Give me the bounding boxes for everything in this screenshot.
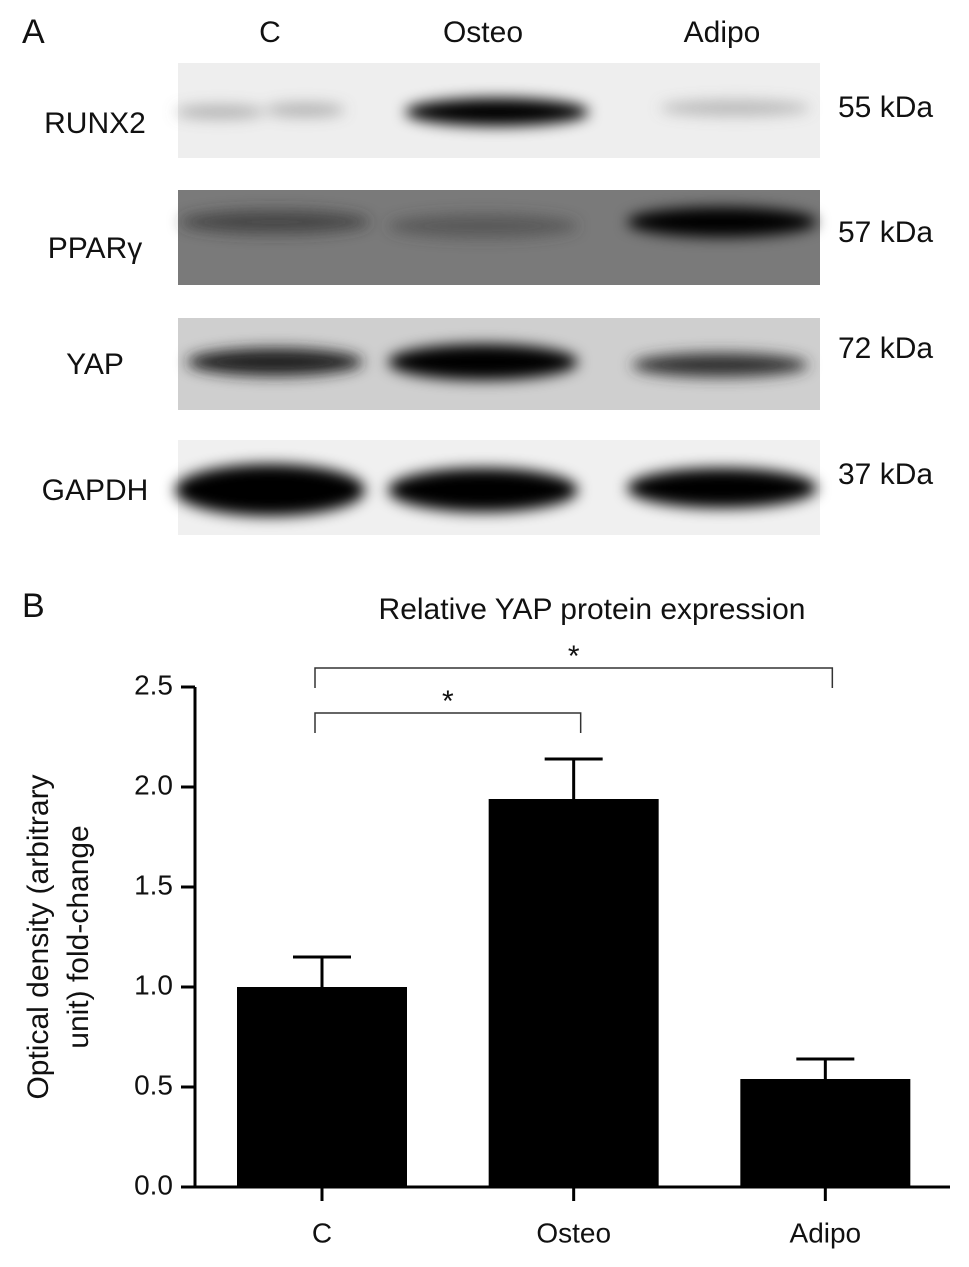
x-tick-label: C xyxy=(312,1217,332,1248)
blot xyxy=(175,63,820,535)
size-label: 72 kDa xyxy=(838,332,933,365)
bands xyxy=(175,98,817,516)
lane-label: Osteo xyxy=(443,16,523,49)
x-tick-label: Adipo xyxy=(790,1217,862,1248)
panel-label: B xyxy=(22,587,45,625)
size-label: 55 kDa xyxy=(838,91,933,124)
chart-title: Relative YAP protein expression xyxy=(379,593,806,626)
y-axis-label: unit) fold-change xyxy=(62,825,95,1048)
lane-label: Adipo xyxy=(684,16,761,49)
y-tick-label: 0.0 xyxy=(134,1169,173,1200)
y-tick-label: 1.5 xyxy=(134,869,173,900)
panel-label: A xyxy=(22,13,45,51)
significance-bracket xyxy=(314,667,834,688)
bar xyxy=(740,1079,911,1187)
lane-label: C xyxy=(259,16,281,49)
size-label: 37 kDa xyxy=(838,458,933,491)
size-label: 57 kDa xyxy=(838,216,933,249)
protein-label: PPARγ xyxy=(48,232,142,265)
bar xyxy=(237,987,407,1187)
significance-bracket xyxy=(314,712,582,733)
significance-label: * xyxy=(568,640,580,673)
protein-label: GAPDH xyxy=(42,474,149,507)
significance-label: * xyxy=(442,685,454,718)
y-axis-label: Optical density (arbitrary xyxy=(22,774,55,1099)
y-tick-label: 2.5 xyxy=(134,669,173,700)
y-tick-label: 1.0 xyxy=(134,969,173,1000)
protein-label: YAP xyxy=(66,348,124,381)
x-tick-label: Osteo xyxy=(536,1217,611,1248)
bar xyxy=(488,799,659,1187)
y-tick-label: 0.5 xyxy=(134,1069,173,1100)
protein-label: RUNX2 xyxy=(44,107,146,140)
y-tick-label: 2.0 xyxy=(134,769,173,800)
